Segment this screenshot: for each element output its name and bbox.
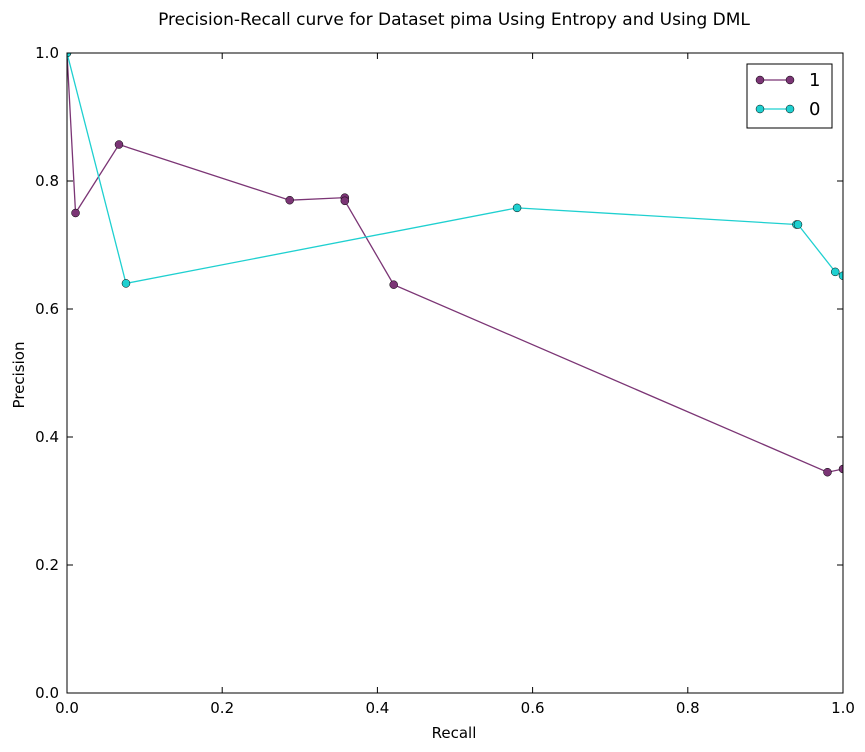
legend-box bbox=[746, 63, 833, 129]
series-line-0 bbox=[67, 53, 843, 285]
x-axis-label: Recall bbox=[432, 724, 477, 742]
y-tick-label: 0.2 bbox=[35, 556, 59, 574]
legend-label-0: 0 bbox=[809, 99, 820, 120]
x-tick-label: 1.0 bbox=[831, 699, 855, 717]
y-axis-label: Precision bbox=[10, 342, 28, 409]
series-1-point bbox=[114, 140, 124, 149]
series-0-point bbox=[67, 53, 72, 58]
series-1-point bbox=[389, 280, 398, 289]
chart-title: Precision-Recall curve for Dataset pima … bbox=[158, 10, 750, 30]
series-0-point bbox=[793, 220, 803, 229]
axes-frame bbox=[66, 52, 844, 694]
legend-marker-0 bbox=[755, 104, 765, 114]
series-0-point bbox=[512, 203, 522, 213]
series-1-point bbox=[285, 195, 294, 205]
series-0-point bbox=[121, 279, 131, 288]
x-tick-label: 0.6 bbox=[521, 699, 545, 717]
y-tick-label: 0.8 bbox=[35, 172, 59, 190]
series-1-point bbox=[340, 196, 350, 206]
legend-marker-0 bbox=[785, 104, 795, 114]
y-tick-label: 0.4 bbox=[35, 428, 59, 446]
y-tick-label: 0.6 bbox=[35, 300, 59, 318]
series-group bbox=[67, 53, 843, 477]
series-0-point bbox=[838, 271, 843, 280]
y-tick-label: 0.0 bbox=[35, 684, 59, 702]
legend-marker-1 bbox=[755, 75, 765, 85]
legend: 10 bbox=[746, 63, 833, 129]
series-1-point bbox=[838, 464, 843, 474]
x-tick-label: 0.0 bbox=[55, 699, 79, 717]
series-1-point bbox=[823, 467, 832, 477]
x-tick-label: 0.4 bbox=[365, 699, 389, 717]
legend-marker-1 bbox=[785, 75, 795, 85]
x-tick-label: 0.8 bbox=[676, 699, 700, 717]
series-line-1 bbox=[67, 53, 843, 473]
legend-label-1: 1 bbox=[809, 70, 820, 91]
series-0-point bbox=[830, 267, 840, 277]
series-1-point bbox=[71, 208, 80, 218]
x-tick-label: 0.2 bbox=[210, 699, 234, 717]
plot-area: 0.0 0.2 0.4 0.6 0.8 1.0 0.0 0.2 0.4 0.6 0.8 1.0 bbox=[35, 44, 855, 717]
y-tick-label: 1.0 bbox=[35, 44, 59, 62]
